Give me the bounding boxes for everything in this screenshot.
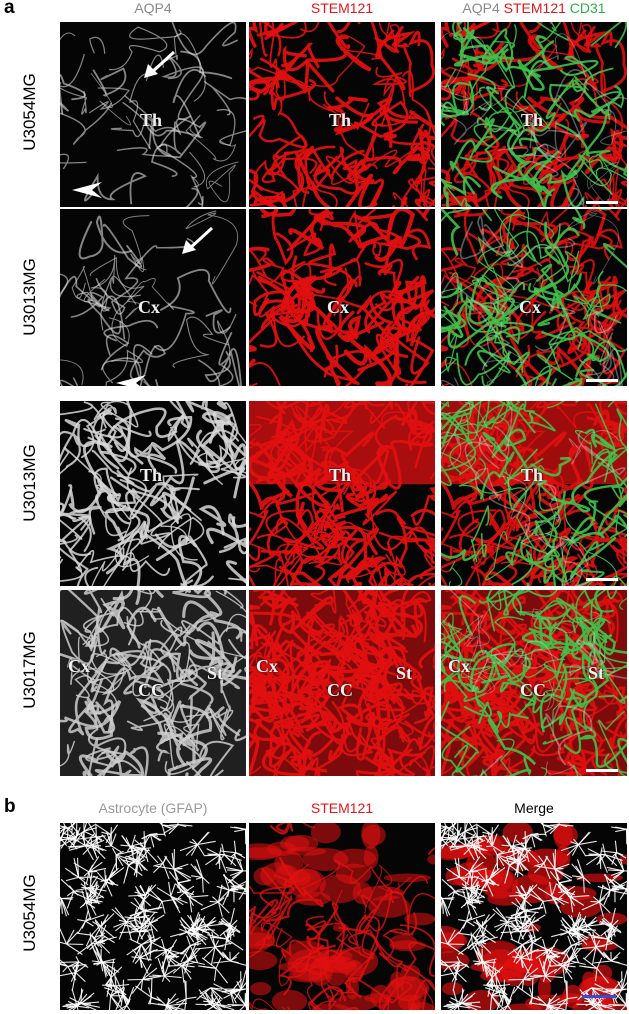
region-label-th: Th	[521, 465, 544, 485]
region-label-cx: Cx	[68, 656, 90, 676]
scale-bar	[586, 201, 618, 204]
region-label-cx: Cx	[138, 297, 160, 317]
region-label-th: Th	[140, 110, 163, 130]
merge-image	[441, 401, 627, 586]
arrow-icon	[182, 226, 214, 254]
aqp4-image	[60, 401, 246, 586]
scale-bar	[582, 995, 616, 998]
region-label-cc: CC	[520, 680, 546, 700]
merge-image	[441, 209, 627, 386]
stem121-image	[249, 590, 435, 776]
stem121-image	[249, 22, 435, 207]
region-label-cx: Cx	[327, 297, 349, 317]
merge-b-image	[441, 823, 627, 1010]
region-label-st: St	[207, 663, 224, 683]
col-header-gfap: Astrocyte (GFAP)	[60, 800, 246, 816]
col-header-stem121-b-text: STEM121	[310, 800, 374, 816]
stem121-b-image	[249, 823, 435, 1010]
col-header-aqp4: AQP4	[60, 0, 246, 16]
region-label-th: Th	[521, 110, 544, 130]
panel-letter-b: b	[4, 796, 16, 817]
region-label-cx: Cx	[519, 297, 541, 317]
row-label-b: U3054MG	[20, 874, 39, 952]
row-label-3: U3013MG	[20, 444, 39, 522]
merge-image	[441, 22, 627, 207]
region-label-th: Th	[329, 465, 352, 485]
aqp4-image	[60, 590, 246, 776]
col-header-merge-cd31: CD31	[569, 0, 606, 16]
merge-image	[441, 590, 627, 776]
arrowhead-icon	[72, 182, 102, 198]
scale-bar	[586, 379, 618, 382]
region-label-cx: Cx	[448, 656, 470, 676]
col-header-stem121-b: STEM121	[249, 800, 435, 816]
aqp4-image	[60, 209, 246, 386]
row-label-2: U3013MG	[20, 258, 39, 336]
arrowhead-icon	[116, 375, 146, 391]
arrow-icon	[144, 50, 176, 78]
col-header-merge-b-text: Merge	[514, 800, 554, 816]
col-header-gfap-text: Astrocyte (GFAP)	[98, 800, 208, 816]
region-label-th: Th	[140, 465, 163, 485]
col-header-merge: AQP4 STEM121 CD31	[441, 0, 627, 16]
region-label-cc: CC	[327, 680, 353, 700]
region-label-cc: CC	[138, 680, 164, 700]
region-label-st: St	[396, 663, 413, 683]
stem121-image	[249, 401, 435, 586]
panel-letter-a: a	[4, 0, 15, 18]
region-label-th: Th	[329, 110, 352, 130]
row-label-1: U3054MG	[20, 73, 39, 151]
stem121-image	[249, 209, 435, 386]
col-header-merge-b: Merge	[441, 800, 627, 816]
region-label-cx: Cx	[256, 656, 278, 676]
col-header-stem121: STEM121	[249, 0, 435, 16]
scale-bar	[586, 578, 618, 581]
col-header-merge-stem121: STEM121	[503, 0, 570, 16]
gfap-image	[60, 823, 246, 1010]
row-label-4: U3017MG	[20, 631, 39, 709]
col-header-aqp4-text: AQP4	[134, 0, 172, 16]
col-header-stem121-text: STEM121	[310, 0, 374, 16]
col-header-merge-aqp4: AQP4	[462, 0, 504, 16]
region-label-st: St	[588, 663, 605, 683]
scale-bar	[586, 769, 618, 772]
